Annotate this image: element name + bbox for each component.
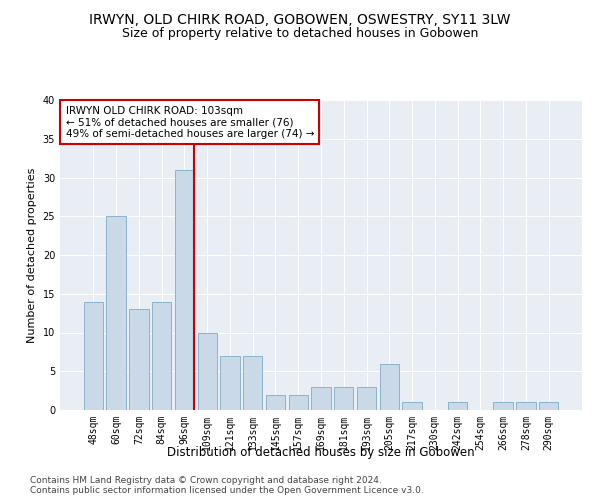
Bar <box>289 394 308 410</box>
Text: IRWYN OLD CHIRK ROAD: 103sqm
← 51% of detached houses are smaller (76)
49% of se: IRWYN OLD CHIRK ROAD: 103sqm ← 51% of de… <box>65 106 314 139</box>
Bar <box>403 402 422 410</box>
Bar <box>175 170 194 410</box>
Bar <box>129 309 149 410</box>
Text: Distribution of detached houses by size in Gobowen: Distribution of detached houses by size … <box>167 446 475 459</box>
Bar <box>334 387 353 410</box>
Bar <box>493 402 513 410</box>
Text: Contains HM Land Registry data © Crown copyright and database right 2024.
Contai: Contains HM Land Registry data © Crown c… <box>30 476 424 495</box>
Bar <box>220 356 239 410</box>
Bar <box>106 216 126 410</box>
Bar <box>516 402 536 410</box>
Bar <box>380 364 399 410</box>
Text: IRWYN, OLD CHIRK ROAD, GOBOWEN, OSWESTRY, SY11 3LW: IRWYN, OLD CHIRK ROAD, GOBOWEN, OSWESTRY… <box>89 12 511 26</box>
Bar <box>448 402 467 410</box>
Bar <box>152 302 172 410</box>
Text: Size of property relative to detached houses in Gobowen: Size of property relative to detached ho… <box>122 28 478 40</box>
Bar <box>197 332 217 410</box>
Bar <box>311 387 331 410</box>
Bar <box>84 302 103 410</box>
Bar <box>243 356 262 410</box>
Bar <box>539 402 558 410</box>
Y-axis label: Number of detached properties: Number of detached properties <box>27 168 37 342</box>
Bar <box>357 387 376 410</box>
Bar <box>266 394 285 410</box>
